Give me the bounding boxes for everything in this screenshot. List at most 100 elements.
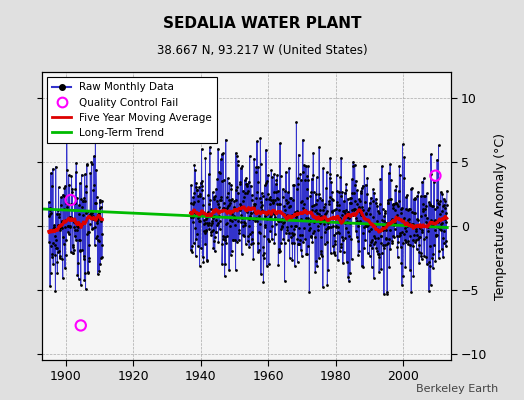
Point	[233, 184, 242, 190]
Point	[231, 222, 239, 228]
Point	[441, 204, 449, 211]
Point	[74, 224, 82, 230]
Point	[189, 214, 197, 220]
Point	[290, 262, 299, 269]
Point	[198, 186, 206, 193]
Point	[342, 181, 351, 187]
Point	[373, 226, 381, 232]
Point	[277, 225, 286, 232]
Point	[70, 233, 79, 240]
Point	[207, 228, 215, 235]
Point	[353, 218, 361, 224]
Point	[61, 183, 70, 189]
Point	[321, 226, 330, 233]
Point	[248, 228, 257, 235]
Point	[429, 223, 437, 230]
Point	[410, 239, 419, 245]
Point	[370, 235, 379, 241]
Point	[98, 197, 106, 204]
Point	[377, 232, 386, 239]
Point	[398, 141, 407, 148]
Point	[340, 208, 348, 214]
Point	[195, 262, 204, 269]
Point	[84, 258, 93, 264]
Point	[216, 170, 225, 176]
Point	[53, 270, 62, 276]
Point	[220, 205, 228, 211]
Point	[98, 242, 106, 249]
Point	[188, 243, 196, 249]
Point	[397, 210, 405, 216]
Point	[242, 174, 250, 181]
Point	[311, 234, 319, 240]
Point	[395, 188, 403, 194]
Point	[336, 174, 344, 181]
Point	[279, 186, 287, 192]
Point	[232, 267, 240, 273]
Point	[310, 227, 318, 234]
Point	[353, 201, 362, 207]
Point	[82, 210, 90, 216]
Point	[363, 191, 371, 197]
Point	[77, 322, 85, 329]
Point	[209, 189, 217, 195]
Point	[50, 225, 58, 231]
Point	[225, 267, 233, 273]
Point	[266, 201, 274, 208]
Point	[318, 218, 326, 225]
Point	[307, 233, 315, 239]
Point	[313, 210, 321, 216]
Point	[414, 234, 423, 240]
Point	[366, 200, 374, 206]
Point	[50, 222, 58, 229]
Point	[205, 219, 214, 226]
Point	[317, 247, 325, 254]
Point	[441, 198, 450, 204]
Point	[346, 195, 355, 202]
Point	[384, 240, 392, 246]
Point	[399, 240, 407, 246]
Point	[391, 207, 399, 213]
Point	[422, 234, 430, 240]
Point	[347, 256, 356, 262]
Point	[54, 184, 63, 190]
Point	[272, 177, 280, 183]
Point	[411, 195, 419, 202]
Point	[417, 193, 425, 199]
Point	[418, 178, 427, 185]
Point	[301, 207, 310, 214]
Point	[45, 213, 53, 219]
Point	[92, 235, 100, 241]
Point	[256, 221, 264, 227]
Point	[396, 172, 405, 178]
Point	[221, 261, 230, 267]
Point	[260, 233, 268, 240]
Point	[204, 200, 213, 207]
Point	[220, 177, 228, 184]
Point	[226, 200, 234, 206]
Point	[348, 212, 357, 218]
Point	[303, 250, 311, 257]
Point	[308, 238, 316, 245]
Point	[309, 150, 318, 156]
Point	[45, 238, 53, 245]
Point	[405, 220, 413, 226]
Point	[69, 242, 77, 248]
Point	[82, 189, 91, 196]
Point	[87, 210, 95, 217]
Point	[97, 254, 106, 260]
Point	[284, 236, 292, 243]
Point	[213, 197, 221, 204]
Point	[52, 210, 61, 217]
Point	[377, 233, 385, 240]
Point	[391, 220, 400, 226]
Point	[398, 282, 406, 288]
Point	[381, 220, 390, 226]
Point	[432, 197, 441, 204]
Point	[228, 196, 236, 202]
Point	[343, 218, 351, 225]
Point	[312, 207, 320, 214]
Point	[83, 161, 91, 167]
Point	[321, 241, 329, 247]
Point	[304, 163, 312, 170]
